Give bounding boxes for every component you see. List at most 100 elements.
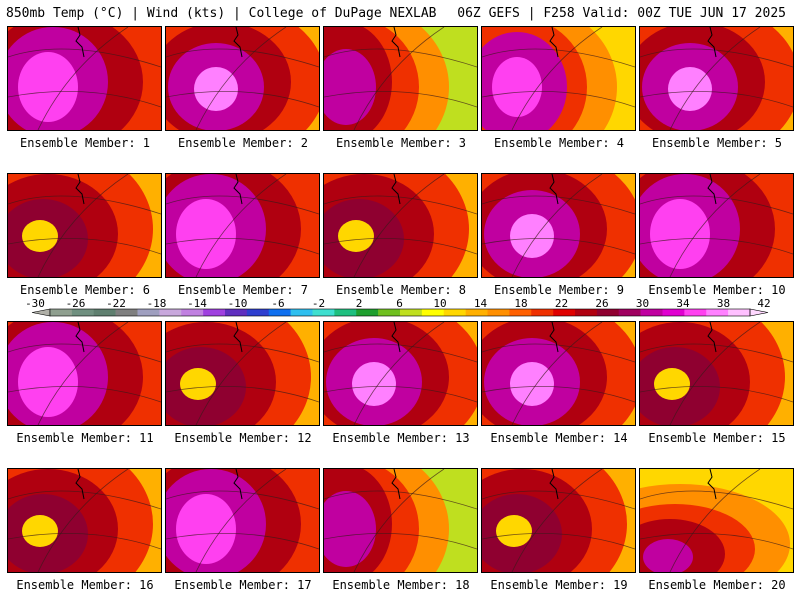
colorbar-tick-label: 22: [554, 297, 569, 310]
coastline: [549, 174, 559, 205]
contour-line: [353, 174, 445, 277]
temperature-shading: [18, 347, 78, 417]
colorbar-swatch: [465, 309, 488, 316]
contour-line: [511, 174, 603, 277]
contour-line: [669, 174, 761, 277]
temperature-field-map: [640, 27, 793, 130]
temperature-shading: [176, 494, 236, 564]
coastline: [549, 322, 559, 353]
member-caption: Ensemble Member: 11: [16, 431, 154, 445]
ensemble-member-map: [7, 173, 162, 278]
contour-line: [8, 90, 161, 108]
contour-line: [324, 385, 477, 403]
contour-line: [482, 237, 635, 255]
coastline: [707, 174, 717, 205]
coastline: [233, 322, 243, 353]
temperature-shading: [650, 199, 710, 269]
contour-line: [482, 385, 635, 403]
ensemble-member-map: [7, 468, 162, 573]
coastline: [233, 174, 243, 205]
temperature-shading: [180, 368, 216, 400]
colorbar-tick-label: 2: [355, 297, 363, 310]
temperature-field-map: [482, 469, 635, 572]
temperature-shading: [668, 67, 712, 111]
contour-line: [195, 469, 287, 572]
colorbar-swatch: [290, 309, 313, 316]
temperature-field-map: [8, 322, 161, 425]
contour-line: [195, 322, 287, 425]
contour-line: [640, 48, 793, 68]
colorbar-swatch: [487, 309, 510, 316]
contour-line: [37, 174, 129, 277]
colorbar-swatch: [268, 309, 291, 316]
temperature-field-map: [640, 322, 793, 425]
coastline: [391, 174, 401, 205]
ensemble-member-map: [481, 26, 636, 131]
temperature-shading: [510, 214, 554, 258]
product-title: 850mb Temp (°C) | Wind (kts) | College o…: [6, 6, 437, 21]
coastline: [549, 469, 559, 500]
contour-line: [37, 27, 129, 130]
temperature-field-map: [166, 469, 319, 572]
colorbar-swatch: [509, 309, 532, 316]
temperature-field-map: [166, 27, 319, 130]
ensemble-member-map: [481, 173, 636, 278]
colorbar-swatch: [618, 309, 641, 316]
colorbar-tick-label: 6: [396, 297, 403, 310]
ensemble-member-map: [165, 26, 320, 131]
contour-line: [511, 469, 603, 572]
colorbar-tick-label: 42: [757, 297, 771, 310]
colorbar-swatch: [378, 309, 401, 316]
member-caption: Ensemble Member: 9: [493, 283, 625, 297]
coastline: [707, 27, 717, 58]
colorbar-tick-label: -6: [271, 297, 285, 310]
colorbar-left-arrow: [31, 308, 51, 317]
temperature-shading: [510, 362, 554, 406]
ensemble-member-map: [639, 26, 794, 131]
temperature-field-map: [324, 174, 477, 277]
contour-line: [640, 237, 793, 255]
coastline: [233, 469, 243, 500]
temperature-field-map: [324, 322, 477, 425]
ensemble-member-map: [323, 321, 478, 426]
member-caption: Ensemble Member: 19: [490, 578, 628, 592]
contour-line: [640, 532, 793, 550]
colorbar-swatch: [684, 309, 707, 316]
colorbar-swatch: [356, 309, 379, 316]
temperature-shading: [352, 362, 396, 406]
member-caption: Ensemble Member: 6: [19, 283, 151, 297]
contour-line: [166, 195, 319, 215]
contour-line: [324, 532, 477, 550]
member-caption: Ensemble Member: 15: [648, 431, 786, 445]
contour-line: [8, 343, 161, 363]
colorbar-swatch: [575, 309, 598, 316]
ensemble-member-map: [165, 173, 320, 278]
contour-line: [482, 490, 635, 510]
colorbar-swatch: [400, 309, 423, 316]
colorbar-swatch: [640, 309, 663, 316]
contour-line: [166, 90, 319, 108]
contour-line: [640, 490, 793, 510]
contour-line: [166, 532, 319, 550]
member-caption: Ensemble Member: 17: [174, 578, 312, 592]
member-caption: Ensemble Member: 20: [648, 578, 786, 592]
coastline: [75, 174, 85, 205]
colorbar-swatch: [334, 309, 357, 316]
contour-line: [324, 490, 477, 510]
colorbar-swatch: [662, 309, 685, 316]
contour-line: [195, 174, 287, 277]
contour-line: [669, 322, 761, 425]
contour-line: [511, 27, 603, 130]
colorbar-swatch: [93, 309, 116, 316]
colorbar-tick-label: 38: [716, 297, 731, 310]
contour-line: [37, 469, 129, 572]
temperature-shading: [338, 220, 374, 252]
member-caption: Ensemble Member: 3: [335, 136, 467, 150]
colorbar-tick-label: 10: [433, 297, 447, 310]
temperature-shading: [496, 515, 532, 547]
ensemble-member-map: [165, 468, 320, 573]
contour-line: [37, 322, 129, 425]
contour-line: [324, 195, 477, 215]
ensemble-member-map: [7, 321, 162, 426]
colorbar-swatch: [728, 309, 751, 316]
